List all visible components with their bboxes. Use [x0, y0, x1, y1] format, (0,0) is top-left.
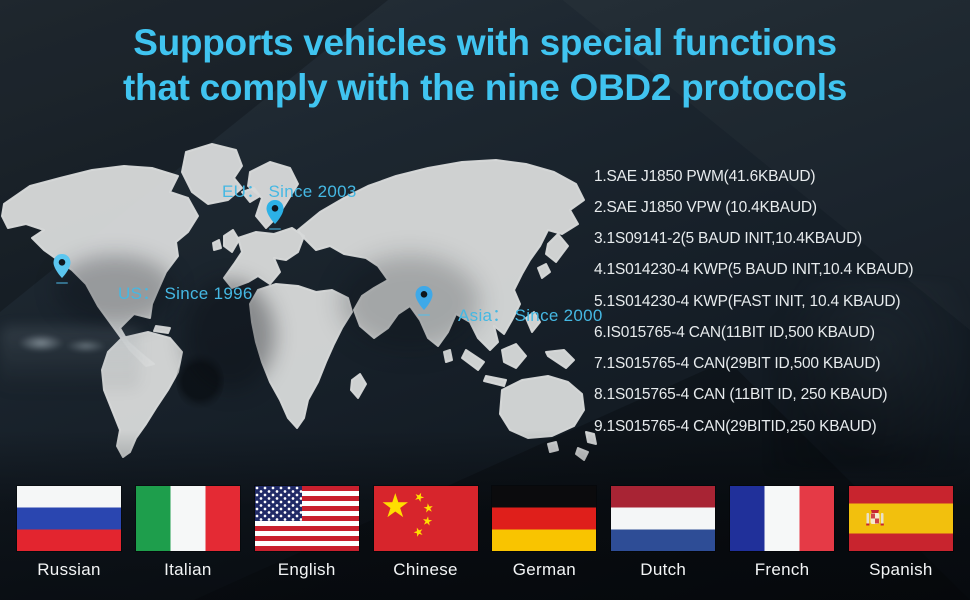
flag-label-russian: Russian: [37, 560, 101, 579]
us-since-label: US： Since 1996: [118, 284, 253, 303]
spain-coat-of-arms-icon: [866, 507, 884, 526]
china-big-star-icon: ★: [380, 486, 411, 525]
germany-flag-icon: [492, 486, 597, 551]
flag-card-spanish: Spanish: [848, 486, 953, 580]
page-title: Supports vehicles with special functions…: [0, 20, 970, 110]
protocol-item-2: 2.SAE J1850 VPW (10.4KBAUD): [594, 198, 817, 216]
world-map: [0, 140, 600, 470]
usa-flag-canton: [254, 486, 302, 521]
protocol-item-4: 4.1S014230-4 KWP(5 BAUD INIT,10.4 KBAUD): [594, 261, 914, 279]
background-car-silhouette: [0, 326, 140, 390]
usa-flag-icon: [254, 486, 359, 551]
flag-card-french: French: [730, 486, 835, 580]
protocol-item-7: 7.1S015765-4 CAN(29BIT ID,500 KBAUD): [594, 355, 881, 373]
protocol-item-5: 5.1S014230-4 KWP(FAST INIT, 10.4 KBAUD): [594, 292, 901, 310]
protocol-item-6: 6.IS015765-4 CAN(11BIT ID,500 KBAUD): [594, 323, 875, 341]
flag-card-dutch: Dutch: [611, 486, 716, 580]
protocol-item-3: 3.1S09141-2(5 BAUD INIT,10.4KBAUD): [594, 230, 863, 248]
title-line-2: that comply with the nine OBD2 protocols: [123, 67, 847, 108]
language-flags-row: Russian Italian English ★ ★ ★ ★ ★ Chines…: [17, 486, 953, 580]
car-headlight-glow: [66, 339, 106, 353]
flag-label-spanish: Spanish: [869, 560, 933, 579]
eu-since-label: EU： Since 2003: [222, 182, 357, 201]
spain-flag-icon: [848, 486, 953, 551]
china-small-star-icon: ★: [420, 513, 434, 529]
flag-label-chinese: Chinese: [393, 560, 458, 579]
flag-card-italian: Italian: [135, 486, 240, 580]
flag-label-french: French: [754, 560, 810, 579]
flag-card-german: German: [492, 486, 597, 580]
car-wheel-shadow: [176, 352, 224, 410]
protocol-list: 1.SAE J1850 PWM(41.6KBAUD) 2.SAE J1850 V…: [594, 161, 914, 442]
russia-flag-icon: [17, 486, 121, 551]
flag-label-dutch: Dutch: [640, 560, 687, 579]
protocol-item-1: 1.SAE J1850 PWM(41.6KBAUD): [594, 167, 816, 185]
eu-location-pin-icon: [265, 199, 285, 230]
flag-card-russian: Russian: [17, 486, 121, 580]
france-flag-icon: [730, 486, 835, 551]
netherlands-flag-icon: [611, 486, 716, 551]
asia-location-pin-icon: [414, 285, 434, 316]
flag-label-italian: Italian: [164, 560, 212, 579]
us-location-pin-icon: [52, 253, 72, 284]
protocol-item-8: 8.1S015765-4 CAN (11BIT ID, 250 KBAUD): [594, 386, 888, 404]
car-headlight-glow: [18, 334, 64, 352]
title-line-1: Supports vehicles with special functions: [133, 22, 837, 63]
italy-flag-icon: [135, 486, 240, 551]
protocol-item-9: 9.1S015765-4 CAN(29BITID,250 KBAUD): [594, 417, 877, 435]
flag-card-english: English: [254, 486, 359, 580]
flag-label-english: English: [277, 560, 336, 579]
flag-card-chinese: ★ ★ ★ ★ ★ Chinese: [373, 486, 478, 580]
asia-since-label: Asia： Since 2000: [458, 306, 603, 325]
flag-label-german: German: [512, 560, 576, 579]
china-flag-icon: ★ ★ ★ ★ ★: [373, 486, 478, 551]
